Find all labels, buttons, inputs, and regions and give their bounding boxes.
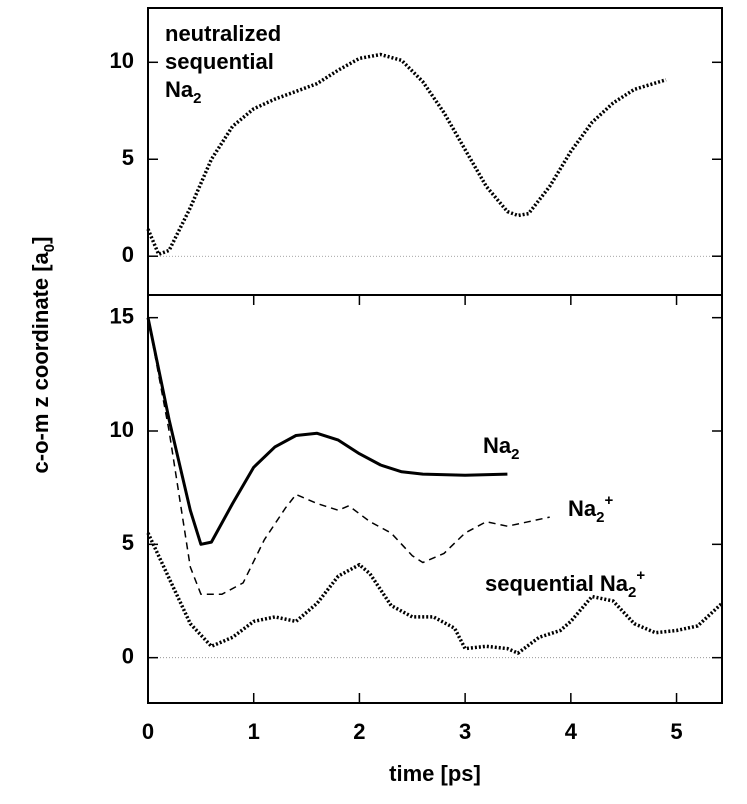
plot-frame — [147, 294, 723, 704]
series-label-part: 2 — [511, 446, 519, 463]
y-tick-label: 10 — [110, 417, 134, 442]
y-tick-label: 0 — [122, 242, 134, 267]
x-tick-label: 0 — [142, 719, 154, 744]
y-tick-label: 15 — [110, 303, 134, 328]
x-tick-label: 2 — [353, 719, 365, 744]
series-label-part: + — [604, 492, 613, 509]
series-label-part: 2 — [628, 584, 636, 601]
y-axis-label-part: 0 — [41, 244, 58, 252]
series-line — [147, 317, 550, 595]
series-line — [146, 52, 667, 257]
x-tick-label: 1 — [248, 719, 260, 744]
series-label-part: 2 — [596, 509, 604, 526]
series-label: sequential Na2+ — [485, 567, 645, 601]
series-line — [146, 532, 724, 655]
x-tick-label: 4 — [565, 719, 578, 744]
annotation-part: Na — [165, 77, 194, 102]
x-axis-label: time [ps] — [389, 761, 481, 786]
series-line — [146, 317, 508, 546]
y-tick-label: 0 — [122, 643, 134, 668]
series-label: Na2+ — [568, 492, 613, 526]
y-tick-label: 5 — [122, 145, 134, 170]
y-axis-label: c-o-m z coordinate [a0] — [28, 237, 59, 474]
y-axis-label-part: c-o-m z coordinate [a — [28, 251, 53, 473]
series-label-part: Na — [568, 496, 597, 521]
annotation-part: sequential — [165, 49, 274, 74]
annotation-part: 2 — [193, 90, 201, 107]
series-label-part: + — [636, 567, 645, 584]
annotation: sequential — [165, 49, 274, 74]
x-tick-label: 3 — [459, 719, 471, 744]
y-tick-label: 10 — [110, 48, 134, 73]
annotation: Na2 — [165, 77, 201, 108]
series-label-part: Na — [483, 433, 512, 458]
annotation: neutralized — [165, 21, 281, 46]
series-label-part: sequential Na — [485, 571, 629, 596]
annotation-part: neutralized — [165, 21, 281, 46]
series-label: Na2 — [483, 433, 519, 464]
y-tick-label: 5 — [122, 530, 134, 555]
x-tick-label: 5 — [670, 719, 682, 744]
y-axis-label-part: ] — [28, 237, 53, 244]
